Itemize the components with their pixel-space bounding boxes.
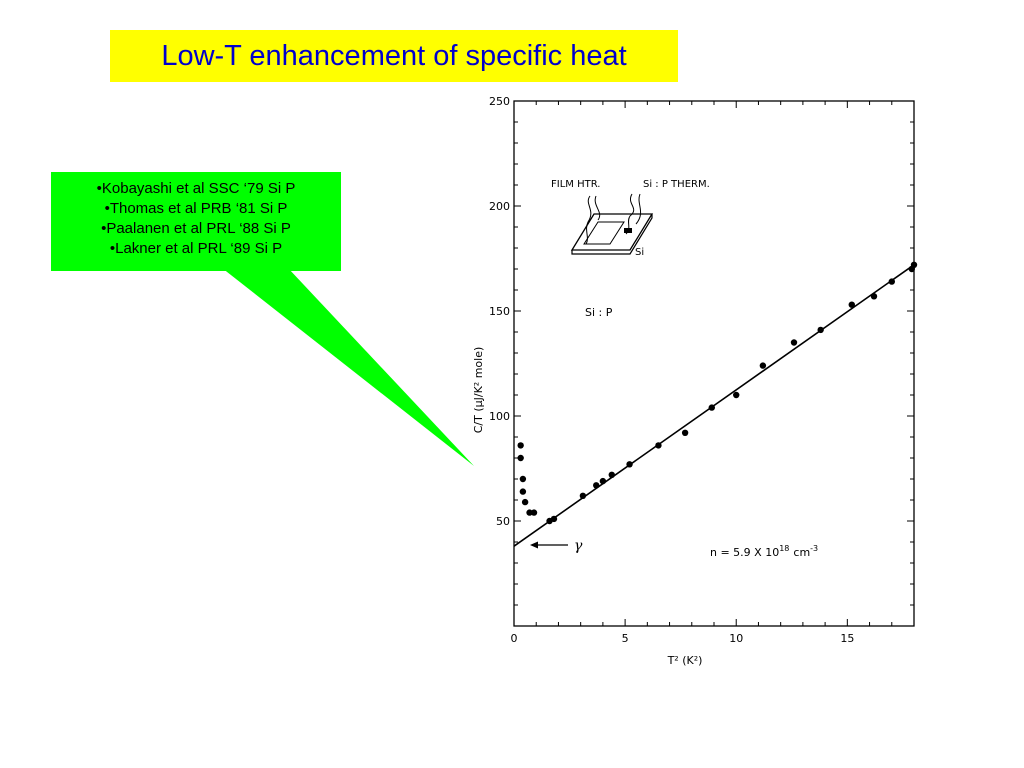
data-point bbox=[790, 339, 798, 346]
x-tick-label: 10 bbox=[729, 632, 743, 645]
inset-thermometer-label: Si : P THERM. bbox=[643, 179, 710, 190]
y-tick-label: 200 bbox=[489, 200, 510, 213]
reference-item: •Lakner et al PRL ‘89 Si P bbox=[109, 240, 283, 257]
y-axis-label: C/T (μJ/K² mole) bbox=[472, 347, 485, 434]
data-point bbox=[521, 498, 529, 506]
data-point bbox=[848, 301, 855, 308]
material-label: Si : P bbox=[585, 306, 613, 319]
inset-si-label: Si bbox=[635, 247, 644, 258]
y-tick-label: 250 bbox=[489, 95, 510, 108]
y-tick-label: 150 bbox=[489, 305, 510, 318]
inset-film-heater-label: FILM HTR. bbox=[551, 179, 600, 190]
data-point bbox=[626, 461, 633, 468]
data-point bbox=[817, 326, 824, 334]
data-point bbox=[593, 482, 600, 489]
data-point bbox=[681, 429, 689, 436]
title-banner: Low-T enhancement of specific heat bbox=[110, 30, 678, 82]
inset-heater-lead bbox=[594, 195, 601, 221]
data-point bbox=[519, 488, 527, 495]
tick-labels: 50 100 150 200 250 0 5 10 15 bbox=[489, 95, 854, 645]
inset-heater-lead bbox=[585, 195, 592, 245]
x-axis-label: T² (K²) bbox=[667, 654, 703, 667]
data-point bbox=[708, 404, 715, 411]
data-point bbox=[517, 454, 524, 462]
inset-thermometer-chip bbox=[624, 228, 632, 233]
density-text: n = 5.9 X 10 bbox=[710, 546, 779, 559]
reference-callout: •Kobayashi et al SSC ‘79 Si P •Thomas et… bbox=[51, 172, 341, 271]
data-point bbox=[517, 442, 524, 449]
data-point bbox=[888, 278, 895, 285]
data-point bbox=[526, 509, 533, 516]
density-annotation: n = 5.9 X 1018 cm-3 bbox=[710, 544, 818, 559]
inset-therm-lead bbox=[635, 193, 642, 225]
gamma-arrowhead bbox=[530, 541, 538, 549]
density-exponent: 18 bbox=[779, 544, 789, 553]
data-point bbox=[579, 492, 587, 499]
reference-item: •Paalanen et al PRL ‘88 Si P bbox=[101, 220, 291, 237]
callout-pointer-triangle bbox=[222, 268, 474, 466]
inset-substrate-edge bbox=[571, 214, 653, 255]
data-point bbox=[910, 261, 918, 268]
axis-ticks bbox=[513, 100, 915, 627]
gamma-label: γ bbox=[574, 538, 583, 554]
data-point bbox=[608, 471, 615, 478]
density-unit: cm bbox=[793, 546, 810, 559]
data-point bbox=[530, 509, 538, 516]
x-tick-label: 5 bbox=[622, 632, 629, 645]
reference-item: •Kobayashi et al SSC ‘79 Si P bbox=[96, 180, 296, 197]
density-unit-exponent: -3 bbox=[810, 544, 818, 553]
sample-inset-diagram: FILM HTR. Si : P THERM. Si bbox=[551, 179, 710, 258]
inset-substrate bbox=[570, 213, 654, 251]
data-point bbox=[655, 442, 662, 449]
data-point bbox=[599, 477, 607, 485]
data-point bbox=[733, 391, 740, 399]
y-tick-label: 100 bbox=[489, 410, 510, 423]
page-title: Low-T enhancement of specific heat bbox=[161, 39, 627, 72]
x-tick-label: 15 bbox=[840, 632, 854, 645]
data-point bbox=[759, 362, 767, 369]
x-tick-label: 0 bbox=[511, 632, 518, 645]
inset-film-heater bbox=[583, 221, 625, 245]
data-point bbox=[870, 293, 878, 300]
reference-item: •Thomas et al PRB ‘81 Si P bbox=[104, 200, 288, 217]
data-point bbox=[519, 475, 527, 483]
data-points bbox=[517, 261, 918, 525]
y-tick-label: 50 bbox=[496, 515, 510, 528]
data-point bbox=[550, 515, 558, 523]
